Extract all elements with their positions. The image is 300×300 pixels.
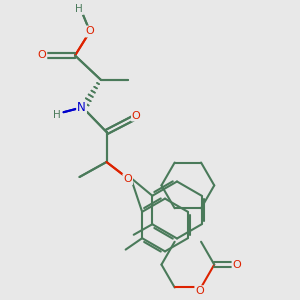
Text: H: H — [75, 4, 83, 14]
Text: O: O — [85, 26, 94, 37]
Text: O: O — [123, 174, 132, 184]
Text: O: O — [195, 286, 204, 296]
Text: N: N — [77, 101, 86, 114]
Text: O: O — [232, 260, 241, 270]
Text: N: N — [77, 101, 86, 114]
Text: O: O — [38, 50, 46, 61]
Text: O: O — [38, 50, 46, 61]
Text: O: O — [123, 174, 132, 184]
Text: H: H — [53, 110, 61, 120]
Text: H: H — [53, 110, 61, 120]
Text: O: O — [132, 110, 141, 121]
Text: H: H — [75, 4, 83, 14]
Text: O: O — [132, 110, 141, 121]
Text: O: O — [85, 26, 94, 37]
